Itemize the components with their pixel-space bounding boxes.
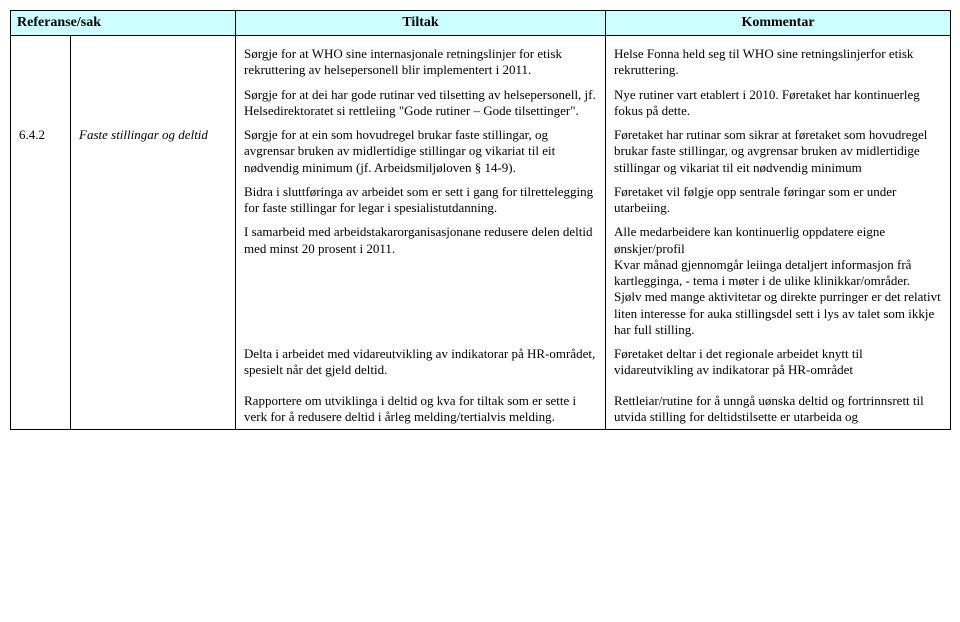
col-header-kommentar: Kommentar [606, 11, 951, 36]
cell-tiltak: Sørgje for at WHO sine internasjonale re… [236, 42, 606, 83]
col-header-tiltak: Tiltak [236, 11, 606, 36]
cell-ref [11, 83, 71, 124]
cell-ref: 6.4.2 [11, 123, 71, 180]
cell-topic [71, 83, 236, 124]
table-row: Sørgje for at dei har gode rutinar ved t… [11, 83, 951, 124]
table-row: Delta i arbeidet med vidareutvikling av … [11, 342, 951, 383]
table-header-row: Referanse/sak Tiltak Kommentar [11, 11, 951, 36]
cell-tiltak: Sørgje for at dei har gode rutinar ved t… [236, 83, 606, 124]
cell-kommentar: Rettleiar/rutine for å unngå uønska delt… [606, 389, 951, 430]
table-row: 6.4.2 Faste stillingar og deltid Sørgje … [11, 123, 951, 180]
col-header-ref: Referanse/sak [11, 11, 236, 36]
table-row: Bidra i sluttføringa av arbeidet som er … [11, 180, 951, 221]
cell-ref [11, 342, 71, 383]
cell-tiltak: Bidra i sluttføringa av arbeidet som er … [236, 180, 606, 221]
cell-tiltak: I samarbeid med arbeidstakarorganisasjon… [236, 220, 606, 342]
cell-ref [11, 389, 71, 430]
cell-topic [71, 342, 236, 383]
cell-tiltak: Sørgje for at ein som hovudregel brukar … [236, 123, 606, 180]
cell-ref [11, 220, 71, 342]
cell-topic: Faste stillingar og deltid [71, 123, 236, 180]
cell-kommentar: Helse Fonna held seg til WHO sine retnin… [606, 42, 951, 83]
cell-kommentar: Føretaket vil følgje opp sentrale føring… [606, 180, 951, 221]
table-row: Rapportere om utviklinga i deltid og kva… [11, 389, 951, 430]
cell-kommentar: Alle medarbeidere kan kontinuerlig oppda… [606, 220, 951, 342]
cell-ref [11, 180, 71, 221]
cell-kommentar: Nye rutiner vart etablert i 2010. Føreta… [606, 83, 951, 124]
table-row: Sørgje for at WHO sine internasjonale re… [11, 42, 951, 83]
cell-topic [71, 180, 236, 221]
cell-tiltak: Delta i arbeidet med vidareutvikling av … [236, 342, 606, 383]
cell-kommentar: Føretaket har rutinar som sikrar at føre… [606, 123, 951, 180]
cell-topic [71, 389, 236, 430]
cell-ref [11, 42, 71, 83]
cell-kommentar: Føretaket deltar i det regionale arbeide… [606, 342, 951, 383]
document-table: Referanse/sak Tiltak Kommentar Sørgje fo… [10, 10, 951, 430]
cell-tiltak: Rapportere om utviklinga i deltid og kva… [236, 389, 606, 430]
cell-topic [71, 42, 236, 83]
table-row: I samarbeid med arbeidstakarorganisasjon… [11, 220, 951, 342]
cell-topic [71, 220, 236, 342]
